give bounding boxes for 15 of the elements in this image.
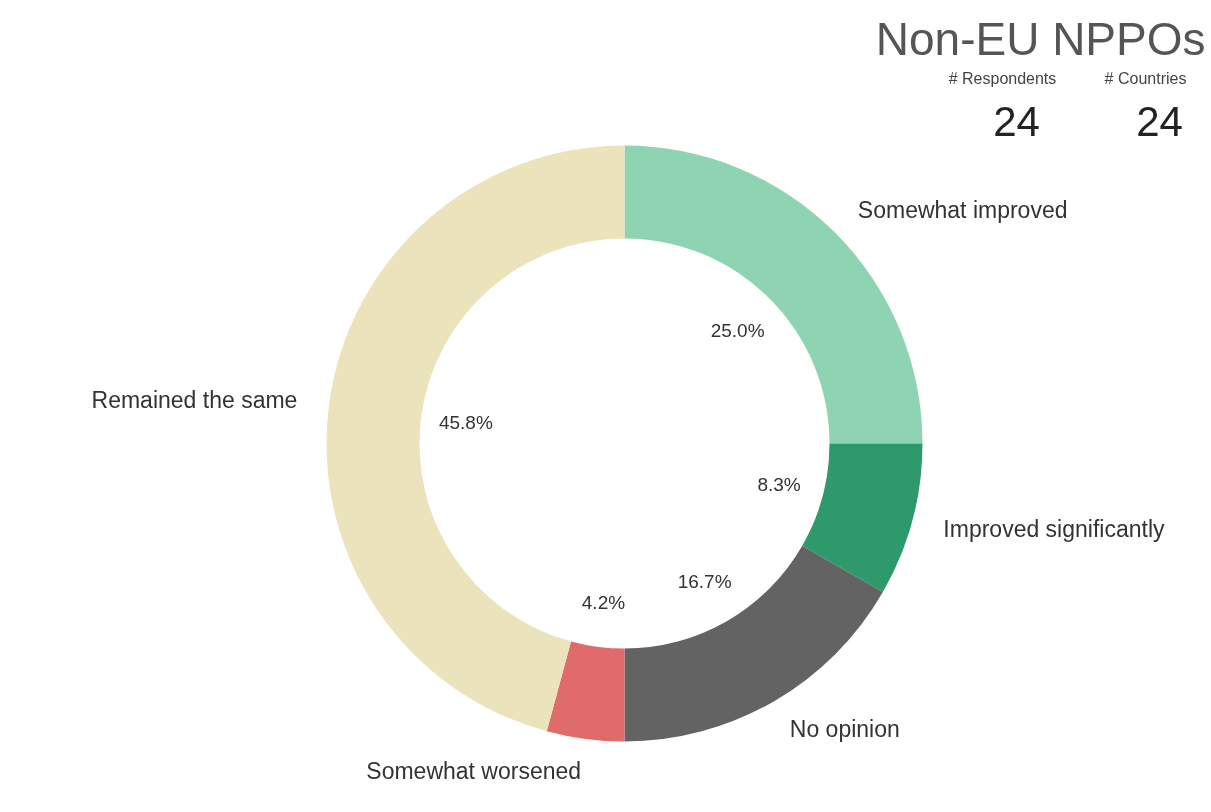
data-label: 8.3% [757, 474, 801, 496]
data-label: 25.0% [710, 319, 765, 341]
data-label: 45.8% [438, 411, 493, 433]
text: 24 [993, 98, 1040, 145]
data-label: 16.7% [677, 571, 732, 593]
slice-label: Improved significantly [943, 515, 1165, 542]
text: # Countries [1104, 70, 1187, 87]
text: # Respondents [948, 70, 1057, 87]
slice-label: No opinion [789, 716, 900, 743]
data-label: 4.2% [581, 591, 626, 613]
text: 24 [1136, 98, 1183, 145]
chart-title: Non-EU NPPOs [875, 12, 1206, 65]
slice-label: Somewhat improved [857, 197, 1068, 224]
slice-label: Somewhat worsened [366, 757, 582, 784]
slice-label: Remained the same [91, 387, 298, 414]
